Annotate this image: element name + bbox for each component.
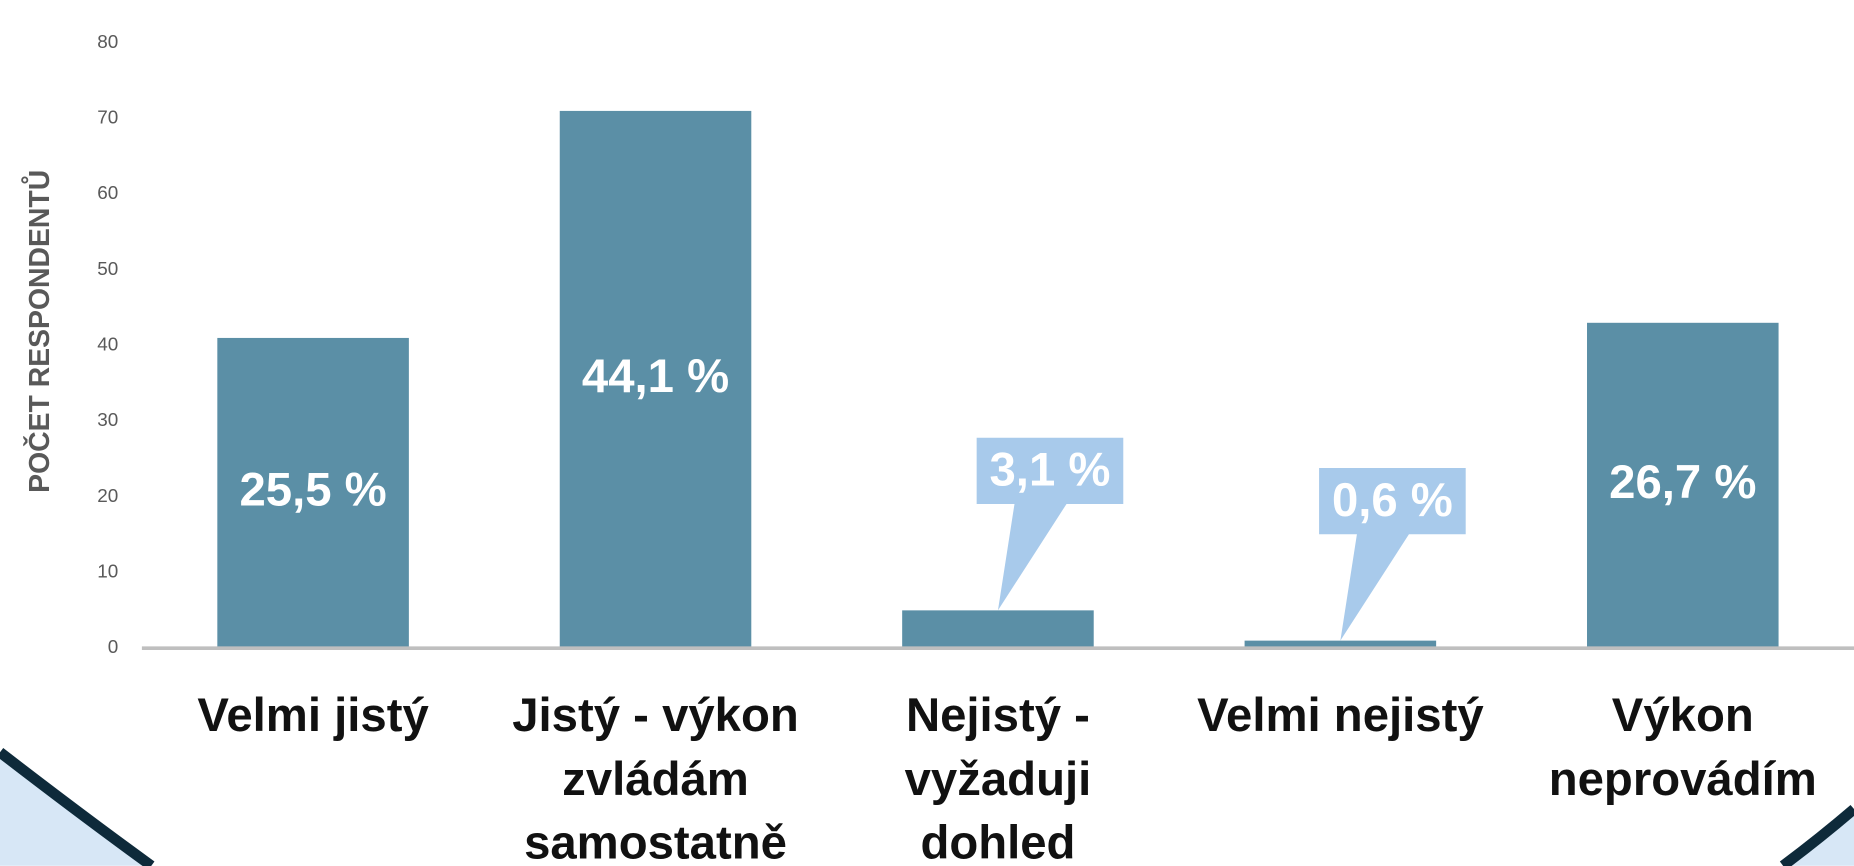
- data-label: 0,6 %: [1332, 474, 1453, 527]
- data-label: 3,1 %: [990, 444, 1111, 497]
- y-tick-label: 80: [97, 32, 118, 53]
- y-tick-label: 10: [97, 562, 118, 583]
- y-tick-label: 60: [97, 183, 118, 204]
- x-tick-label-box: Výkon neprovádím: [1548, 689, 1817, 806]
- x-tick-label-box: Velmi jistý: [197, 689, 429, 742]
- corner-border: [1779, 804, 1854, 866]
- y-tick-label: 40: [97, 335, 118, 356]
- bar: [217, 337, 409, 649]
- y-axis-label: POČET RESPONDENTŮ: [22, 170, 56, 493]
- data-label: 44,1 %: [582, 350, 729, 403]
- y-tick-label: 20: [97, 486, 118, 507]
- x-tick-label-box: Jistý - výkon zvládám samostatně: [512, 689, 799, 866]
- bar: [559, 110, 752, 649]
- y-tick-label: 50: [97, 259, 118, 280]
- corner-shape: [1783, 809, 1854, 866]
- x-tick-label: Jistý - výkon zvládám samostatně: [512, 689, 799, 866]
- corner-shape: [0, 752, 152, 866]
- data-label: 26,7 %: [1609, 456, 1756, 509]
- data-label: 25,5 %: [239, 464, 386, 517]
- x-tick-label-box: Velmi nejistý: [1197, 689, 1484, 742]
- callout: 3,1 %: [976, 437, 1124, 611]
- callout-box: [1319, 467, 1466, 641]
- bar: [1244, 640, 1437, 649]
- bar: [902, 610, 1094, 649]
- y-tick-label: 70: [97, 107, 118, 128]
- callout-box: [976, 437, 1124, 611]
- y-tick-label: 0: [108, 637, 119, 658]
- y-tick-label: 30: [97, 410, 118, 431]
- x-tick-label: Nejistý - vyžaduji dohled: [904, 689, 1092, 866]
- callout: 0,6 %: [1319, 467, 1466, 641]
- x-tick-label-box: Nejistý - vyžaduji dohled: [904, 689, 1092, 866]
- x-tick-label: Velmi nejistý: [1197, 689, 1484, 742]
- corner-border: [0, 748, 155, 866]
- x-tick-label: Velmi jistý: [197, 689, 429, 742]
- bar: [1587, 322, 1779, 649]
- x-tick-label: Výkon neprovádím: [1548, 689, 1817, 806]
